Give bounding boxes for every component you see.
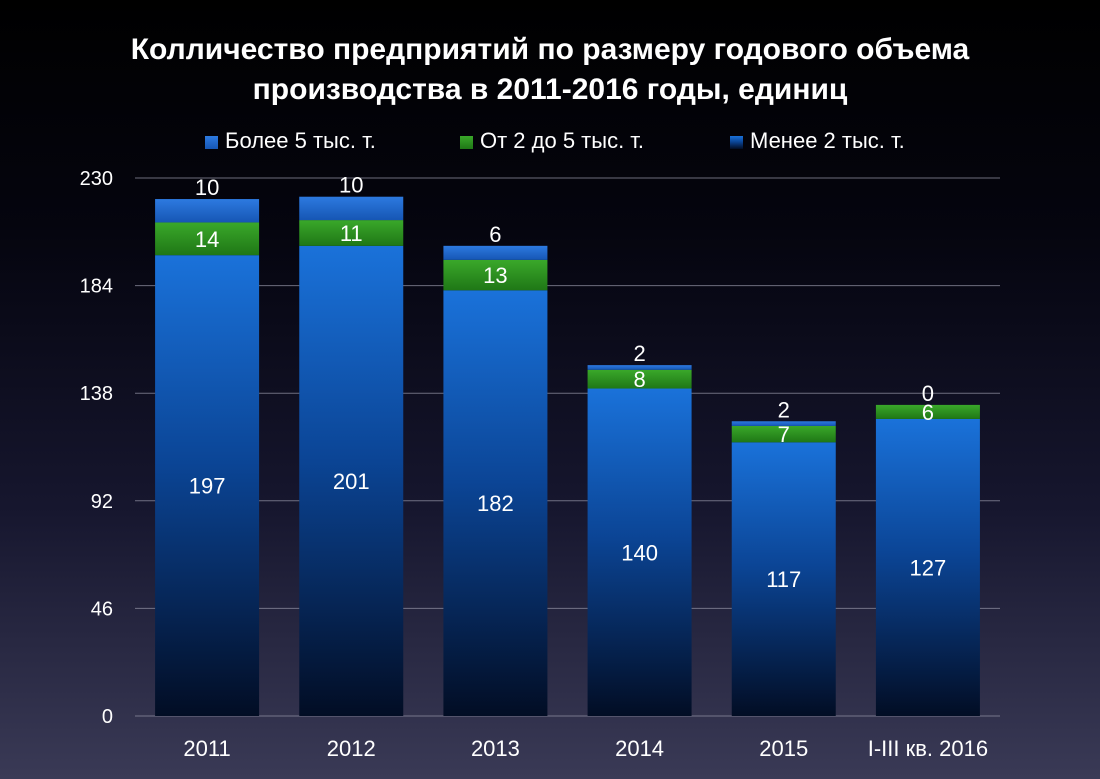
data-label: 13 xyxy=(483,263,507,288)
data-label: 0 xyxy=(922,381,934,406)
legend-swatch xyxy=(460,136,473,149)
bar-segment xyxy=(443,290,548,716)
bar-segment xyxy=(299,220,404,246)
chart-title-line-2: производства в 2011-2016 годы, единиц xyxy=(252,73,848,106)
bar-segment xyxy=(587,369,692,389)
y-tick-label: 46 xyxy=(91,598,113,620)
legend-label: Более 5 тыс. т. xyxy=(225,128,376,153)
data-label: 140 xyxy=(621,540,658,565)
data-label: 14 xyxy=(195,227,219,252)
data-label: 2 xyxy=(633,341,645,366)
chart-title: Колличество предприятий по размеру годов… xyxy=(0,30,1100,110)
data-label: 10 xyxy=(339,173,363,198)
data-label: 2 xyxy=(778,397,790,422)
bar-segment xyxy=(875,404,980,419)
bar-segment xyxy=(587,365,692,370)
x-tick-label: 2011 xyxy=(183,736,230,761)
data-label: 8 xyxy=(633,367,645,392)
data-label: 7 xyxy=(778,422,790,447)
bar-segment xyxy=(155,222,260,256)
data-label: 11 xyxy=(340,221,363,246)
legend-swatch xyxy=(730,136,743,149)
x-tick-label: I-III кв. 2016 xyxy=(868,736,988,761)
y-tick-label: 230 xyxy=(80,168,113,190)
bar-segment xyxy=(155,199,260,223)
data-label: 6 xyxy=(922,400,934,425)
legend: Более 5 тыс. т. От 2 до 5 тыс. т. Менее 2 … xyxy=(205,128,905,153)
y-tick-label: 138 xyxy=(80,383,113,405)
bar-segment xyxy=(587,388,692,716)
data-label: 182 xyxy=(477,491,514,516)
bar-segment xyxy=(299,196,404,221)
x-tick-label: 2012 xyxy=(327,736,376,761)
bar-segment xyxy=(875,418,980,716)
data-label: 117 xyxy=(766,567,801,592)
data-label: 197 xyxy=(189,474,226,499)
data-label: 127 xyxy=(910,555,947,580)
bar-segment xyxy=(731,442,836,716)
y-tick-label: 92 xyxy=(91,491,113,513)
data-label: 10 xyxy=(195,175,219,200)
y-tick-label: 0 xyxy=(102,706,113,728)
x-tick-label: 2014 xyxy=(615,736,664,761)
chart-title-line-1: Колличество предприятий по размеру годов… xyxy=(130,33,970,66)
bar-segment xyxy=(443,259,548,291)
bar-segment xyxy=(731,421,836,426)
legend-swatch xyxy=(205,136,218,149)
data-label: 6 xyxy=(489,222,501,247)
bar-segment xyxy=(443,245,548,260)
bar-segment xyxy=(731,425,836,443)
bar-segment xyxy=(155,255,260,717)
bars xyxy=(155,196,980,717)
data-label: 201 xyxy=(333,469,370,494)
bar-segment xyxy=(299,245,404,716)
grid-lines xyxy=(135,177,1000,717)
x-tick-label: 2015 xyxy=(759,736,808,761)
legend-label: Менее 2 тыс. т. xyxy=(750,128,905,153)
y-tick-label: 184 xyxy=(80,276,113,298)
legend-label: От 2 до 5 тыс. т. xyxy=(480,128,644,153)
x-tick-label: 2013 xyxy=(471,736,520,761)
